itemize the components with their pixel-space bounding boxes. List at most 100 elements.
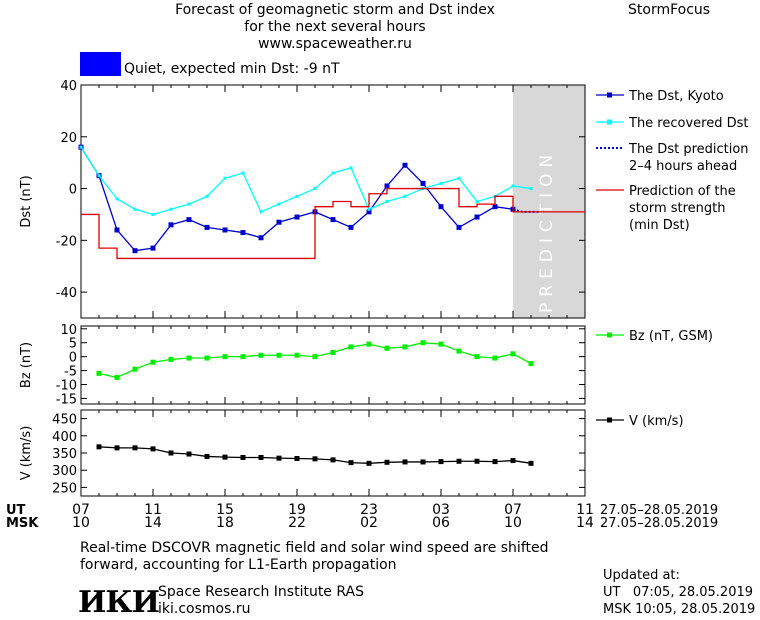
data-point <box>96 370 102 376</box>
data-point <box>456 458 462 464</box>
data-point <box>114 375 120 381</box>
y-tick-label: 250 <box>52 481 77 496</box>
status-text: Quiet, expected min Dst: -9 nT <box>124 61 340 77</box>
ut-axis-label: UT <box>6 503 26 518</box>
y-tick-label: 40 <box>60 79 77 94</box>
iki-logo: ИКИ <box>78 585 160 620</box>
data-point <box>366 209 372 215</box>
y-tick-label: -15 <box>56 392 77 407</box>
data-point <box>348 344 354 350</box>
series-line <box>98 342 532 379</box>
legend-label: The Dst, Kyoto <box>628 89 724 104</box>
data-point <box>276 455 282 461</box>
series-line <box>80 146 532 216</box>
data-point <box>186 355 192 361</box>
data-point <box>295 194 299 198</box>
data-point <box>492 204 498 210</box>
legend-label: storm strength <box>629 201 726 216</box>
legend-swatch-marker <box>607 332 612 338</box>
data-point <box>222 354 228 360</box>
status-swatch <box>80 52 121 76</box>
data-point <box>330 217 336 223</box>
data-point <box>150 359 156 365</box>
institute-website[interactable]: iki.cosmos.ru <box>158 601 251 617</box>
data-point <box>313 187 317 191</box>
data-point <box>294 214 300 220</box>
data-point <box>348 224 354 230</box>
data-point <box>222 454 228 460</box>
series-line <box>80 146 514 252</box>
y-tick-label: 0 <box>69 351 77 366</box>
legend-swatch-marker <box>607 417 612 423</box>
legend-label: Bz (nT, GSM) <box>629 329 713 344</box>
data-point <box>294 456 300 462</box>
ut-date-range: 27.05–28.05.2019 <box>600 503 719 518</box>
institute-name: Space Research Institute RAS <box>158 584 364 600</box>
data-point <box>132 248 138 254</box>
x-tick-label-msk: 22 <box>288 515 306 530</box>
x-tick-label-msk: 10 <box>72 515 90 530</box>
data-point <box>241 171 245 175</box>
data-point <box>151 212 155 216</box>
data-point <box>312 354 318 360</box>
data-point <box>276 352 282 358</box>
footer-note-line-2: forward, accounting for L1-Earth propaga… <box>80 557 397 573</box>
legend-label: 2–4 hours ahead <box>629 159 737 174</box>
data-point <box>204 453 210 459</box>
data-point <box>240 230 246 236</box>
plots-area: PREDICTION 40 20 0 -20 -40 Dst (nT) The Dst, Ky… <box>19 79 749 530</box>
data-point <box>420 180 426 186</box>
title-line-2: for the next several hours <box>244 19 426 35</box>
data-point <box>349 166 353 170</box>
data-point <box>132 366 138 372</box>
x-tick-label-ut: 23 <box>360 502 378 518</box>
data-point <box>223 176 227 180</box>
legend-label: Prediction of the <box>629 184 736 199</box>
brand-label: StormFocus <box>628 2 711 18</box>
y-tick-label: 400 <box>52 430 77 445</box>
msk-axis-label: MSK <box>6 516 39 531</box>
prediction-label: PREDICTION <box>537 149 557 313</box>
y-tick-label: 0 <box>69 183 77 198</box>
data-point <box>420 340 426 346</box>
legend-swatch-marker <box>607 92 612 98</box>
data-point <box>456 348 462 354</box>
x-tick-label-ut: 19 <box>288 502 306 518</box>
data-point <box>276 219 282 225</box>
x-tick-label-ut: 15 <box>216 502 234 518</box>
data-point <box>330 349 336 355</box>
x-tick-label-ut: 11 <box>144 502 162 518</box>
x-tick-label-msk: 14 <box>144 515 162 530</box>
data-point <box>294 352 300 358</box>
data-point <box>348 460 354 466</box>
data-point <box>475 200 479 203</box>
data-point <box>114 445 120 451</box>
title-line-1: Forecast of geomagnetic storm and Dst in… <box>175 2 495 18</box>
y-tick-label: 350 <box>52 447 77 462</box>
data-point <box>439 181 443 185</box>
data-point <box>330 457 336 463</box>
data-point <box>97 174 101 178</box>
data-point <box>79 145 83 149</box>
legend-label: The Dst prediction <box>628 142 749 157</box>
data-point <box>277 202 281 206</box>
data-point <box>510 458 516 464</box>
legend-label: The recovered Dst <box>628 116 748 131</box>
data-point <box>115 197 119 201</box>
panel-frame <box>80 325 586 405</box>
chart-title: Forecast of geomagnetic storm and Dst in… <box>120 2 550 53</box>
x-tick-label-ut: 07 <box>504 502 522 518</box>
y-tick-label: 5 <box>69 337 77 352</box>
data-point <box>474 458 480 464</box>
data-point <box>438 341 444 347</box>
data-point <box>384 345 390 351</box>
y-axis-label: Dst (nT) <box>19 175 34 227</box>
data-point <box>367 207 371 211</box>
data-point <box>528 361 534 367</box>
x-tick-label-msk: 10 <box>504 515 522 530</box>
legend-label: V (km/s) <box>629 414 684 429</box>
data-point <box>474 214 480 220</box>
data-point <box>186 451 192 457</box>
data-point <box>168 356 174 362</box>
data-point <box>204 224 210 230</box>
